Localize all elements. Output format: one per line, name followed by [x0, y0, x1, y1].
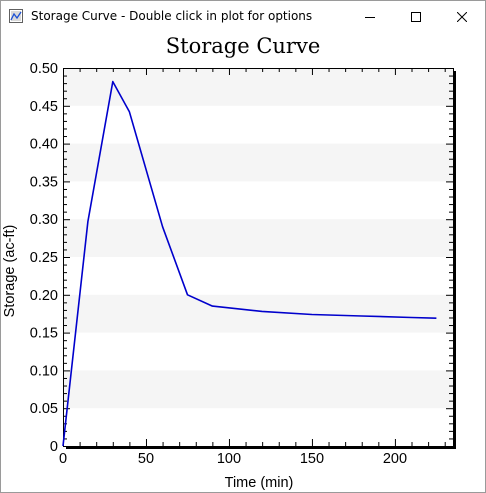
window-title: Storage Curve - Double click in plot for…: [31, 9, 313, 23]
x-axis-label: Time (min): [225, 475, 294, 491]
y-tick-label: 0.10: [30, 363, 58, 379]
grid-band: [63, 68, 453, 106]
minimize-button[interactable]: [347, 1, 393, 32]
storage-series-line: [62, 80, 437, 447]
y-tick-label: 0.20: [30, 288, 58, 304]
y-axis-label: Storage (ac-ft): [2, 225, 18, 318]
grid-bands: [63, 68, 453, 409]
grid-band: [63, 370, 453, 409]
grid-band: [63, 219, 453, 257]
grid-band: [63, 143, 453, 182]
x-tick-label: 100: [217, 451, 241, 467]
y-axis: 0 0.05 0.10 0.15 0.20 0.25 0.30 0.35 0.40 0.45 0.5…: [30, 61, 453, 455]
storage-curve-chart[interactable]: Storage Curve 00.050.100.150.200.250.300…: [1, 32, 485, 492]
y-tick-label: 0.40: [30, 137, 58, 153]
plot-area[interactable]: Storage Curve 0 0.05 0.10 0.15 0.20 0.25 0.30 0…: [1, 32, 485, 492]
y-tick-label: 0.05: [30, 401, 58, 417]
x-tick-label: 0: [59, 451, 67, 467]
minimize-icon: [365, 16, 375, 18]
title-bar[interactable]: Storage Curve - Double click in plot for…: [1, 1, 485, 32]
grid-band: [63, 294, 453, 333]
series-layer: [62, 80, 437, 447]
close-button[interactable]: [439, 1, 485, 32]
x-tick-label: 150: [300, 451, 324, 467]
y-tick-label: 0: [50, 439, 58, 455]
y-tick-label: 0.45: [30, 99, 58, 115]
chart-title: Storage Curve: [166, 34, 321, 58]
y-tick-label: 0.30: [30, 212, 58, 228]
y-tick-label: 0.50: [30, 61, 58, 77]
close-icon: [457, 11, 467, 22]
y-tick-label: 0.15: [30, 326, 58, 342]
maximize-icon: [411, 11, 421, 22]
x-tick-label: 50: [138, 451, 154, 467]
chart-app-icon: [9, 9, 23, 23]
x-tick-label: 200: [383, 451, 407, 467]
maximize-button[interactable]: [393, 1, 439, 32]
y-tick-label: 0.25: [30, 250, 58, 266]
y-tick-label: 0.35: [30, 174, 58, 190]
